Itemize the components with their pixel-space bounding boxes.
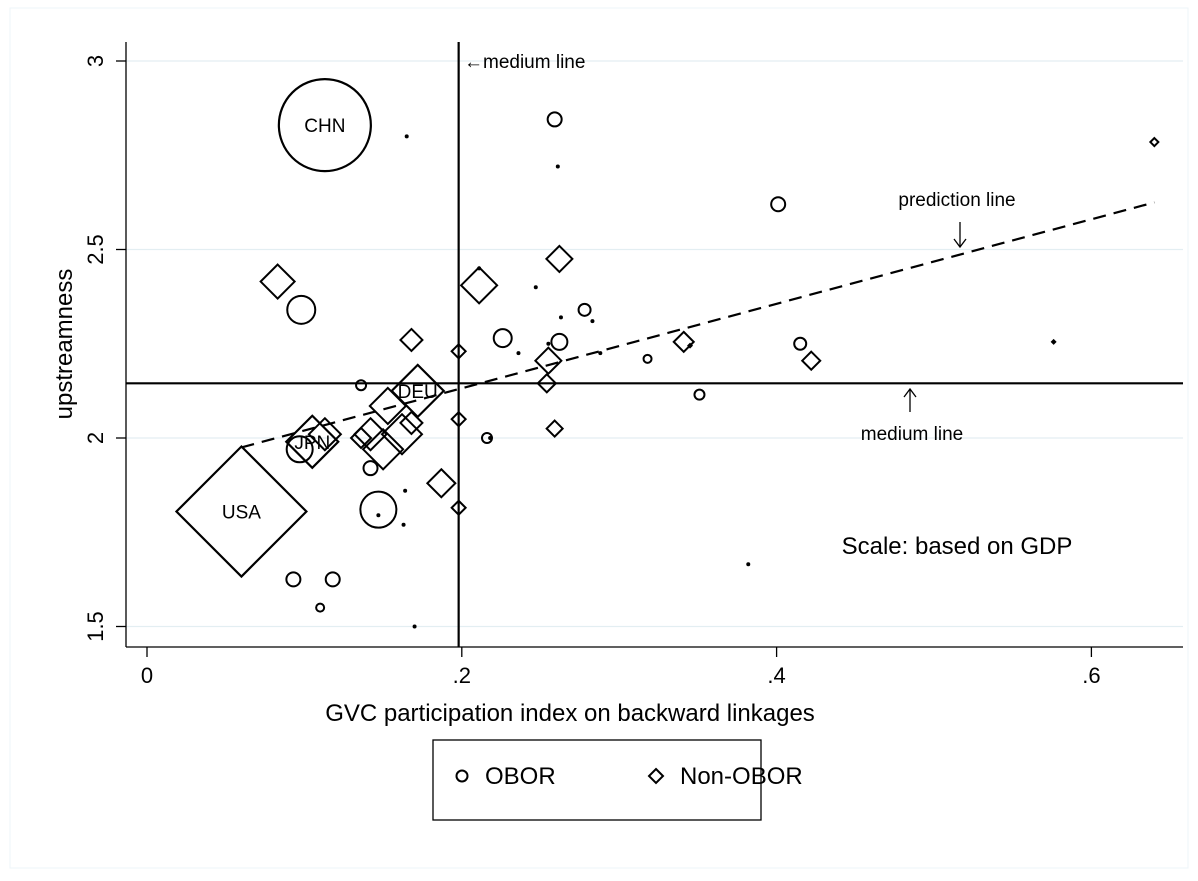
vertical-medium-line-label: ←medium line: [464, 52, 585, 73]
legend-obor-marker: [455, 769, 469, 783]
point-label: DEU: [398, 382, 438, 403]
obor-point: [404, 134, 409, 139]
non-obor-point: [368, 386, 408, 426]
y-tick-label: 3: [83, 55, 108, 67]
obor-point: [558, 315, 563, 320]
obor-point: [315, 602, 326, 613]
obor-point: [355, 379, 368, 392]
point-label: JPN: [294, 433, 330, 454]
obor-point: [590, 319, 595, 324]
obor-point: [285, 571, 302, 588]
obor-point: [403, 488, 408, 493]
obor-point: [359, 490, 398, 529]
obor-point: [286, 294, 317, 325]
obor-point: [746, 562, 751, 567]
non-obor-point: [399, 410, 424, 436]
obor-point: [550, 332, 569, 351]
obor-point: [492, 328, 513, 349]
non-obor-point: [800, 350, 822, 372]
obor-point: [376, 513, 381, 518]
prediction-line-arrow: [953, 222, 967, 249]
y-tick-label: 2: [83, 432, 108, 444]
axes: [125, 42, 1183, 648]
y-axis-label: upstreamness: [51, 269, 78, 420]
non-obor-point: [380, 412, 424, 456]
obor-point: [642, 353, 653, 364]
non-obor-point: [536, 372, 558, 394]
x-tick-label: 0: [141, 663, 153, 688]
obor-point: [285, 435, 314, 464]
obor-point: [362, 460, 379, 477]
prediction-line: [241, 201, 1155, 449]
horizontal-medium-line-arrow: [903, 387, 917, 412]
obor-point: [693, 388, 706, 401]
x-tick-label: .2: [453, 663, 471, 688]
non-obor-point: [425, 467, 457, 499]
non-obor-point: [545, 419, 565, 438]
non-obor-point: [174, 444, 308, 579]
non-obor-point: [672, 330, 696, 354]
point-label: USA: [222, 503, 261, 524]
non-obor-point: [284, 414, 340, 470]
legend-non-obor-label: Non-OBOR: [680, 763, 803, 790]
point-label: CHN: [304, 116, 345, 137]
horizontal-medium-line-label: medium line: [861, 424, 963, 445]
point-labels: CHN USA DEU JPN: [222, 116, 438, 523]
obor-point: [546, 341, 551, 346]
obor-point: [533, 285, 538, 290]
non-obor-point: [544, 244, 574, 274]
data-markers: [174, 77, 1160, 629]
obor-point: [598, 351, 603, 356]
x-tick-label: .4: [767, 663, 785, 688]
scale-note: Scale: based on GDP: [842, 533, 1073, 560]
prediction-line-label: prediction line: [898, 190, 1015, 211]
non-obor-point: [259, 263, 297, 300]
obor-point: [770, 196, 787, 213]
obor-point: [412, 624, 417, 629]
y-tick-label: 2.5: [83, 234, 108, 265]
non-obor-point: [533, 346, 563, 376]
non-obor-point: [450, 342, 468, 360]
obor-point: [555, 164, 560, 169]
non-obor-point: [361, 427, 405, 471]
obor-point: [277, 77, 372, 173]
legend-non-obor-marker: [647, 767, 665, 785]
obor-point: [324, 571, 341, 588]
obor-point: [516, 351, 521, 356]
y-tick-label: 1.5: [83, 611, 108, 642]
obor-point: [577, 302, 592, 317]
obor-point: [488, 436, 493, 440]
non-obor-point: [349, 426, 373, 450]
non-obor-point: [307, 416, 343, 452]
obor-point: [401, 522, 406, 527]
obor-point: [793, 336, 808, 351]
x-tick-label: .6: [1082, 663, 1100, 688]
non-obor-point: [399, 327, 424, 353]
non-obor-point: [450, 499, 468, 517]
legend-obor-label: OBOR: [485, 763, 556, 790]
ticks: 1.5 2 2.5 3 0 .2 .4 .6: [83, 55, 1101, 688]
non-obor-point: [687, 342, 694, 349]
non-obor-point: [1050, 338, 1057, 345]
obor-point: [546, 111, 563, 128]
non-obor-point: [459, 265, 499, 305]
gridlines: [126, 60, 1183, 628]
legend: OBOR Non-OBOR: [432, 739, 803, 821]
legend-box: [432, 739, 762, 821]
non-obor-point: [450, 410, 468, 428]
x-axis-label: GVC participation index on backward link…: [325, 700, 815, 727]
non-obor-point: [1148, 136, 1160, 148]
